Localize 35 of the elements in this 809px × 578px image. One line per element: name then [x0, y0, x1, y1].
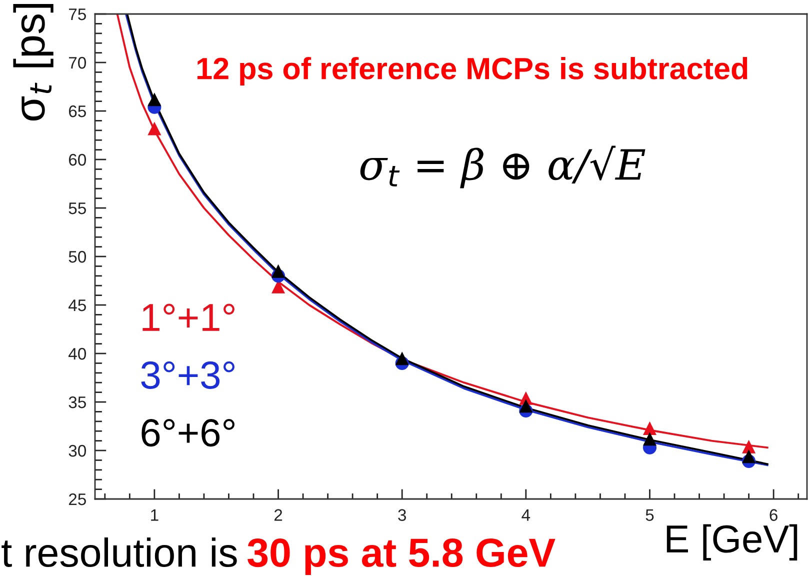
annotation: σ$_{t}$ = β ⊕ α/√E: [360, 146, 646, 188]
point: [148, 122, 162, 136]
x-tick-label: 4: [522, 509, 530, 521]
x-axis-title: E [GeV]: [666, 524, 798, 560]
point: [742, 450, 756, 464]
y-tick-label: 60: [68, 154, 86, 166]
point: [271, 264, 286, 278]
x-tick-label: 2: [274, 509, 282, 521]
y-tick-label: 75: [68, 8, 86, 20]
annotation: 12 ps of reference MCPs is subtracted: [198, 56, 748, 86]
point: [642, 421, 657, 435]
point: [395, 352, 409, 366]
text: 3°+3°: [141, 361, 234, 389]
y-tick-label: 65: [68, 105, 86, 118]
x-tick-label: 6: [770, 509, 778, 521]
y-tick-label: 55: [68, 202, 86, 214]
y-tick-label: 70: [68, 56, 86, 69]
text: 6°+6°: [142, 419, 234, 447]
x-tick-label: 5: [646, 509, 654, 521]
y-tick-label: 45: [68, 300, 86, 312]
y-tick-label: 35: [68, 396, 86, 408]
point: [148, 92, 162, 106]
text: 30 ps at 5.8 GeV: [248, 538, 556, 575]
y-tick-label: 40: [68, 348, 86, 360]
point: [519, 399, 533, 413]
y-tick-label: 50: [68, 250, 86, 263]
y-tick-label: 25: [68, 493, 86, 506]
text: t resolution is: [2, 537, 237, 568]
y-tick-label: 30: [68, 444, 86, 457]
series-label: 1°+1°: [142, 304, 234, 331]
point: [642, 432, 657, 446]
x-tick-label: 3: [398, 509, 406, 521]
x-tick-label: 1: [151, 509, 158, 521]
y-axis-title: σ$_{t}$ [ps]: [13, 4, 54, 121]
point: [742, 440, 756, 454]
